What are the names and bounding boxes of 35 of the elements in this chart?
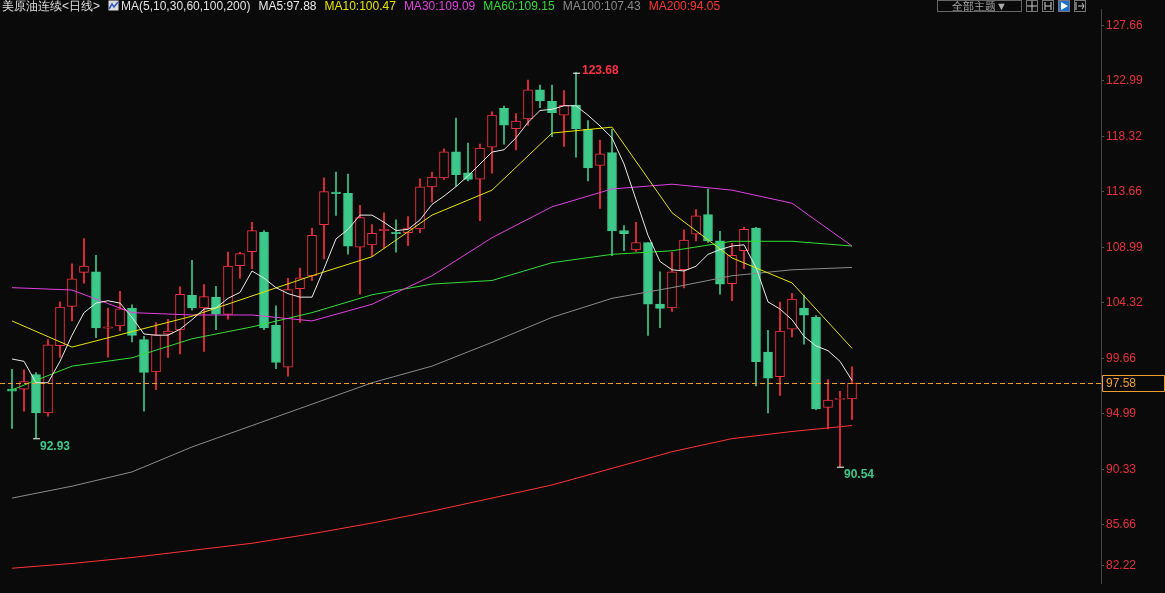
candlestick <box>823 379 833 430</box>
chart-subtitle: MA(5,10,30,60,100,200) <box>121 0 251 13</box>
candlestick <box>835 390 845 468</box>
candlestick <box>79 238 89 284</box>
annotation: 92.93 <box>40 438 71 453</box>
text: 全部主题▼ <box>937 0 1022 12</box>
ref-line-label: 97.58 <box>1106 376 1137 391</box>
candlestick <box>559 90 569 147</box>
text: MA200:94.05 <box>648 0 721 13</box>
y-tick-label: 113.66 <box>1106 184 1143 199</box>
candlestick <box>187 260 197 311</box>
text: MA30:109.09 <box>403 0 476 13</box>
text: MA60:109.15 <box>483 0 555 13</box>
text: MA100:107.43 <box>562 0 641 13</box>
y-tick-label: 104.32 <box>1106 295 1144 310</box>
candlestick <box>799 294 809 345</box>
candlestick <box>631 222 641 252</box>
text: MA10:100.47 <box>324 0 396 13</box>
text: MA5:97.88 <box>258 0 317 13</box>
y-tick-label: 82.22 <box>1106 557 1137 572</box>
y-tick-label: 94.99 <box>1106 406 1137 421</box>
annotation: 90.54 <box>844 467 875 481</box>
candlestick <box>619 225 629 252</box>
y-tick-label: 122.99 <box>1106 73 1144 88</box>
y-tick-label: 90.33 <box>1106 461 1137 476</box>
annotation: 123.68 <box>582 63 620 77</box>
y-tick-label: 108.99 <box>1106 239 1144 254</box>
chart-title: 美原油连续<日线> <box>2 0 101 13</box>
y-tick-label: 127.66 <box>1106 17 1144 32</box>
y-tick-label: 99.66 <box>1106 350 1137 365</box>
y-tick-label: 85.66 <box>1106 517 1137 532</box>
y-tick-label: 118.32 <box>1106 128 1143 143</box>
candlestick <box>595 139 605 209</box>
candlestick <box>655 271 665 329</box>
candlestick <box>103 307 113 358</box>
